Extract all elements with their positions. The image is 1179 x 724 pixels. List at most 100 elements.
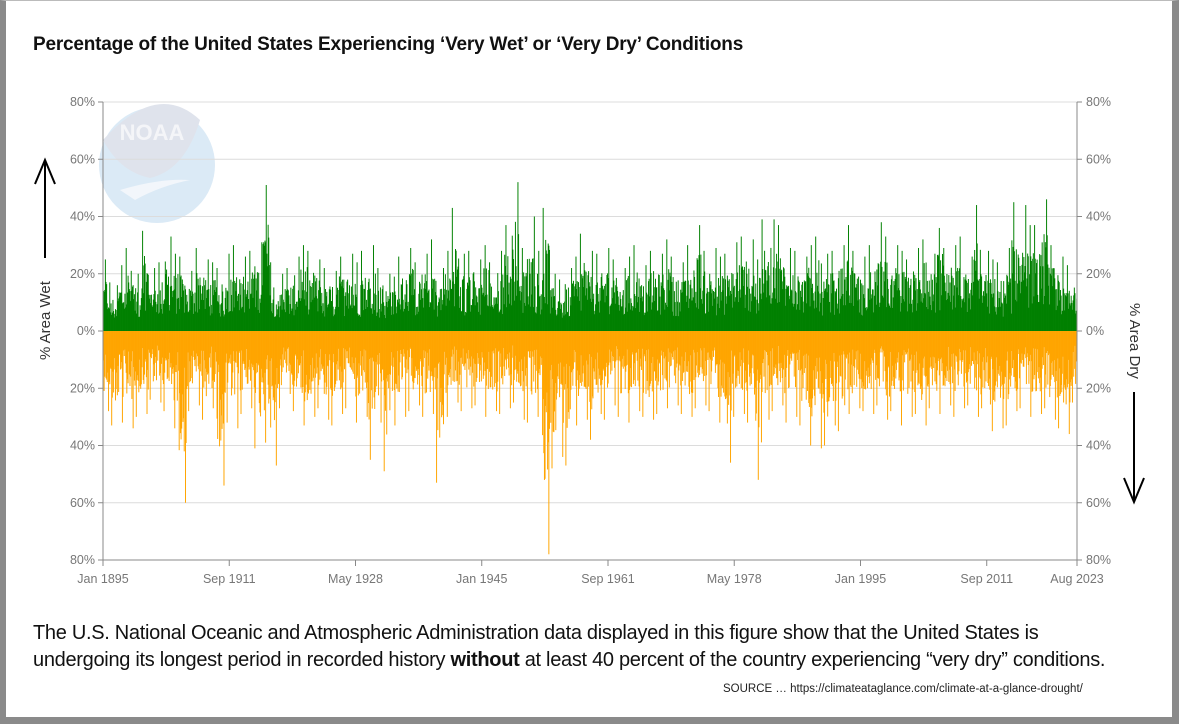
dry-bar: [784, 331, 786, 394]
y-tick-label: 80%: [1086, 95, 1111, 109]
dry-bar: [196, 331, 198, 354]
wet-bar: [213, 280, 215, 331]
wet-bar: [476, 296, 478, 331]
wet-bar: [1068, 290, 1070, 331]
dry-bar: [546, 331, 548, 393]
dry-bar: [735, 331, 737, 379]
dry-bar: [642, 331, 644, 393]
dry-bar: [717, 331, 719, 389]
dry-bar: [465, 331, 467, 364]
wet-bar: [552, 288, 554, 331]
source-link[interactable]: SOURCE … https://climateataglance.com/cl…: [723, 683, 1083, 695]
wet-bar: [305, 305, 307, 331]
dry-bar: [319, 331, 321, 380]
wet-bar: [787, 287, 789, 331]
wet-bar: [725, 296, 727, 331]
wet-bar: [751, 285, 753, 331]
dry-bar: [781, 331, 783, 369]
dry-bar: [728, 331, 730, 405]
wet-bar: [562, 302, 564, 331]
wet-bar: [393, 314, 395, 331]
wet-bar: [636, 282, 638, 331]
wet-bar: [307, 250, 309, 331]
wet-bar: [996, 262, 998, 331]
dry-bar: [996, 331, 998, 358]
dry-bar: [304, 331, 306, 393]
dry-bar: [730, 331, 732, 411]
wet-bar: [425, 281, 427, 331]
wet-bar: [1019, 265, 1021, 331]
wet-bar: [726, 303, 728, 331]
wet-bar: [584, 295, 586, 331]
wet-bar: [422, 307, 424, 331]
wet-bar: [603, 288, 605, 331]
dry-bar: [906, 331, 908, 353]
dry-bar: [489, 331, 491, 388]
dry-bar: [921, 331, 923, 400]
dry-bar: [108, 331, 110, 382]
wet-bar: [696, 258, 698, 331]
wet-bar: [519, 291, 521, 331]
dry-bar: [497, 331, 499, 352]
wet-bar: [464, 315, 466, 331]
dry-bar: [939, 331, 941, 415]
wet-bar: [768, 275, 770, 331]
wet-bar: [559, 279, 561, 331]
wet-bar: [858, 276, 860, 331]
wet-bar: [663, 288, 665, 331]
wet-bar: [737, 291, 739, 331]
wet-bar: [750, 293, 752, 331]
wet-bar: [555, 309, 557, 331]
wet-bar: [109, 282, 111, 331]
wet-bar: [841, 296, 843, 331]
wet-bar: [380, 311, 382, 331]
dry-bar: [480, 331, 482, 382]
wet-bar: [509, 303, 511, 331]
dry-bar: [455, 331, 457, 382]
wet-bar: [217, 301, 219, 331]
wet-bar: [1005, 303, 1007, 331]
wet-bar: [629, 256, 631, 331]
wet-bar: [266, 253, 268, 331]
wet-bar: [111, 312, 113, 331]
wet-bar: [574, 286, 576, 331]
dry-bar: [330, 331, 332, 391]
wet-bar: [1028, 307, 1030, 331]
wet-bar: [286, 268, 288, 331]
dry-bar: [279, 331, 281, 366]
dry-bar: [772, 331, 774, 349]
dry-bar: [213, 331, 215, 381]
dry-bar: [152, 331, 154, 350]
dry-bar: [235, 331, 237, 363]
wet-bar: [277, 301, 279, 331]
wet-bar: [521, 292, 523, 331]
wet-bar: [407, 306, 409, 331]
dry-bar: [384, 331, 386, 411]
wet-bar: [694, 276, 696, 331]
dry-bar: [415, 331, 417, 371]
wet-bar: [262, 244, 264, 331]
wet-bar: [805, 303, 807, 331]
wet-bar: [273, 317, 275, 331]
dry-bar: [253, 331, 255, 388]
dry-bar: [396, 331, 398, 351]
wet-bar: [896, 290, 898, 331]
dry-bar: [211, 331, 213, 389]
wet-bar: [1065, 293, 1067, 331]
dry-bar: [334, 331, 336, 388]
wet-bar: [965, 280, 967, 331]
dry-bar: [767, 331, 769, 355]
dry-bar: [232, 331, 234, 373]
dry-bar: [540, 331, 542, 365]
wet-bar: [730, 293, 732, 331]
wet-bar: [294, 304, 296, 331]
wet-bar: [1047, 285, 1049, 331]
dry-bar: [333, 331, 335, 354]
dry-bar: [838, 331, 840, 383]
dry-bar: [760, 331, 762, 375]
wet-bar: [988, 250, 990, 331]
wet-bar: [930, 274, 932, 331]
dry-bar: [716, 331, 718, 365]
wet-bar: [137, 273, 139, 331]
wet-bar: [162, 303, 164, 331]
